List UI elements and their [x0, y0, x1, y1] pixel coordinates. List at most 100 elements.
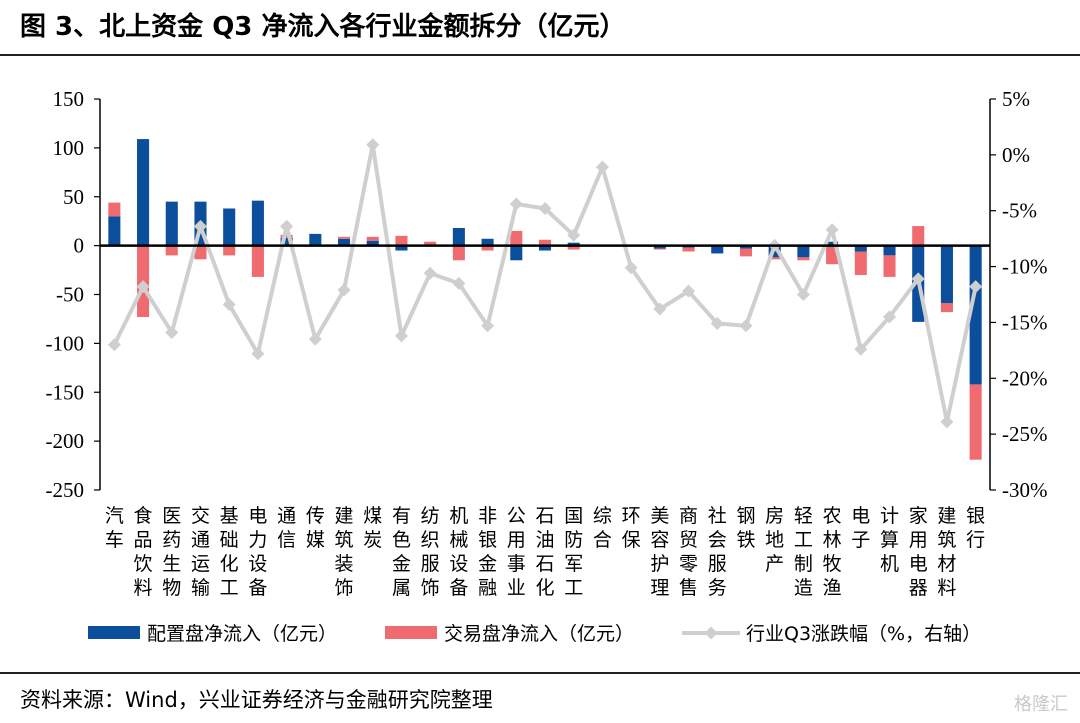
change-point: [854, 342, 868, 356]
change-point: [452, 276, 466, 290]
category-label: 美容护理: [650, 505, 669, 599]
change-point: [653, 302, 667, 316]
line-layer: [107, 138, 983, 429]
bottom-rule: [0, 672, 1080, 674]
legend-marker-change: [704, 626, 718, 640]
trading-bar: [366, 236, 379, 241]
category-label: 电力设备: [248, 505, 267, 599]
category-label: 传媒: [306, 505, 325, 551]
allocation-bar: [165, 201, 178, 246]
axis-layer: 150 100 50 0 -50 -100 -150 -200 -250 5% 0% -5% -10% -…: [46, 87, 1048, 502]
category-label: 计算机: [880, 505, 899, 575]
change-point: [107, 338, 121, 352]
change-point: [825, 223, 839, 237]
change-point: [624, 261, 638, 275]
change-point: [165, 325, 179, 339]
allocation-bar: [223, 208, 236, 246]
category-label: 综合: [593, 505, 612, 551]
trading-bar: [452, 245, 465, 261]
trading-bar: [510, 230, 523, 246]
category-label: 基础化工: [220, 505, 239, 599]
legend: 配置盘净流入（亿元） 交易盘净流入（亿元） 行业Q3涨跌幅（%，右轴）: [88, 623, 981, 645]
category-label: 石油石化: [535, 505, 554, 599]
legend-swatch-trading: [385, 626, 437, 639]
allocation-bar: [366, 240, 379, 246]
category-label: 食品饮料: [134, 505, 153, 599]
category-label: 纺织服饰: [421, 505, 440, 599]
trading-bar: [797, 257, 810, 261]
change-point: [136, 280, 150, 294]
change-point: [796, 288, 810, 301]
category-label: 医药生物: [162, 505, 181, 599]
change-point: [710, 317, 724, 331]
category-label: 机械设备: [449, 505, 468, 599]
category-label: 环保: [622, 505, 641, 551]
category-label: 社会服务: [708, 505, 727, 599]
change-point: [940, 415, 954, 429]
change-point: [911, 272, 925, 286]
y-left-tick-label: 50: [63, 185, 84, 209]
category-label: 通信: [277, 505, 296, 551]
change-point: [883, 310, 897, 324]
category-label: 建筑材料: [937, 505, 956, 599]
allocation-bar: [280, 237, 293, 246]
change-point: [567, 228, 581, 242]
y-left-tick-label: -250: [46, 478, 85, 502]
category-label: 交通运输: [191, 505, 210, 599]
allocation-bar: [510, 245, 523, 261]
allocation-bar: [481, 238, 494, 246]
allocation-bar: [452, 228, 465, 246]
trading-bar: [567, 245, 580, 250]
trading-bar: [338, 236, 351, 239]
allocation-bar: [854, 245, 867, 252]
trading-bar: [912, 226, 925, 246]
category-label: 钢铁: [736, 505, 755, 551]
allocation-bar: [251, 200, 264, 246]
y-right-tick-label: -5%: [1002, 199, 1037, 223]
category-label: 有色金属: [392, 505, 411, 599]
trading-bar: [768, 257, 781, 260]
change-point: [509, 197, 523, 211]
allocation-bar: [711, 245, 724, 254]
allocation-bar: [883, 245, 896, 256]
allocation-bar: [538, 245, 552, 251]
trading-bar: [969, 384, 982, 460]
change-point: [682, 284, 696, 298]
y-left-tick-label: 100: [53, 136, 85, 160]
y-right-tick-label: -20%: [1002, 366, 1048, 390]
change-point: [595, 160, 609, 174]
y-right-tick-label: -15%: [1002, 310, 1048, 334]
trading-bar: [854, 251, 867, 275]
allocation-bar: [739, 245, 752, 249]
category-label: 银行: [966, 505, 985, 551]
trading-bar: [223, 245, 236, 256]
y-right-tick-label: 5%: [1002, 87, 1030, 111]
legend-label-change: 行业Q3涨跌幅（%，右轴）: [746, 623, 981, 645]
allocation-bar: [137, 139, 150, 246]
change-point: [394, 329, 408, 343]
category-label: 建筑装饰: [335, 505, 354, 599]
change-point: [280, 219, 294, 233]
trading-bar: [653, 248, 666, 250]
category-label: 非银金融: [478, 505, 497, 599]
trading-bar: [883, 255, 896, 277]
chart-title: 图 3、北上资金 Q3 净流入各行业金额拆分（亿元）: [20, 12, 626, 42]
change-point: [538, 201, 552, 215]
y-right-tick-label: -30%: [1002, 478, 1048, 502]
trading-bar: [251, 245, 264, 277]
change-point: [481, 319, 495, 333]
allocation-bar: [395, 245, 408, 251]
category-label: 国防军工: [564, 505, 583, 599]
change-point: [423, 266, 437, 280]
trading-bar: [739, 248, 752, 257]
change-point: [366, 138, 380, 152]
y-left-tick-label: 0: [74, 234, 85, 258]
y-left-tick-label: 150: [53, 87, 85, 111]
y-right-tick-label: -10%: [1002, 255, 1048, 279]
category-label: 商贸零售: [679, 505, 698, 599]
trading-bar: [108, 202, 121, 217]
category-label: 汽车: [105, 505, 124, 551]
trading-bar: [395, 235, 408, 246]
allocation-bar: [969, 245, 982, 385]
trading-bar: [165, 245, 178, 256]
